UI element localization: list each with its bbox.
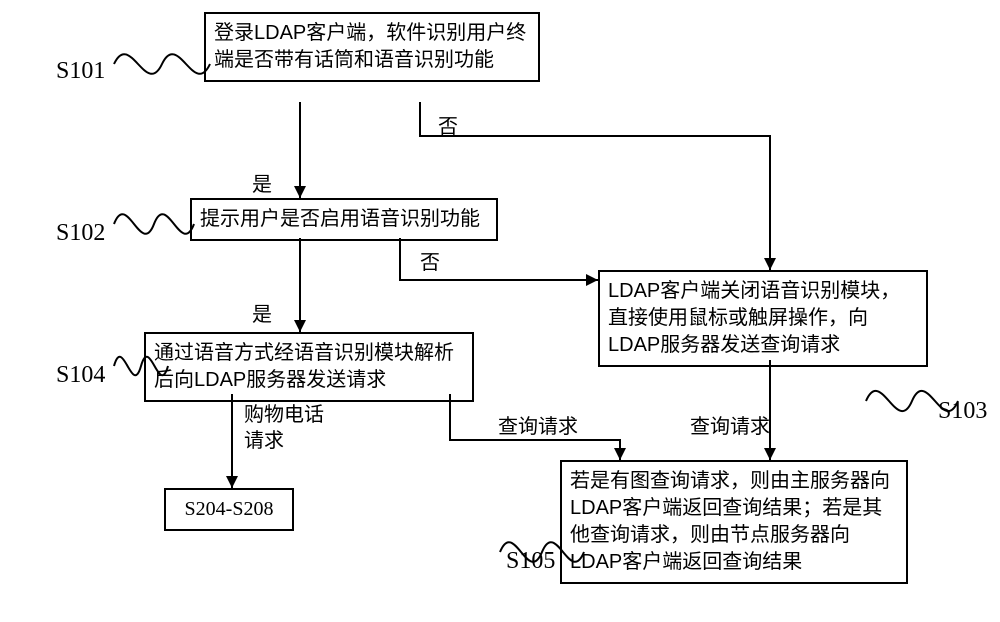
arrow-s103-query (0, 0, 1000, 622)
